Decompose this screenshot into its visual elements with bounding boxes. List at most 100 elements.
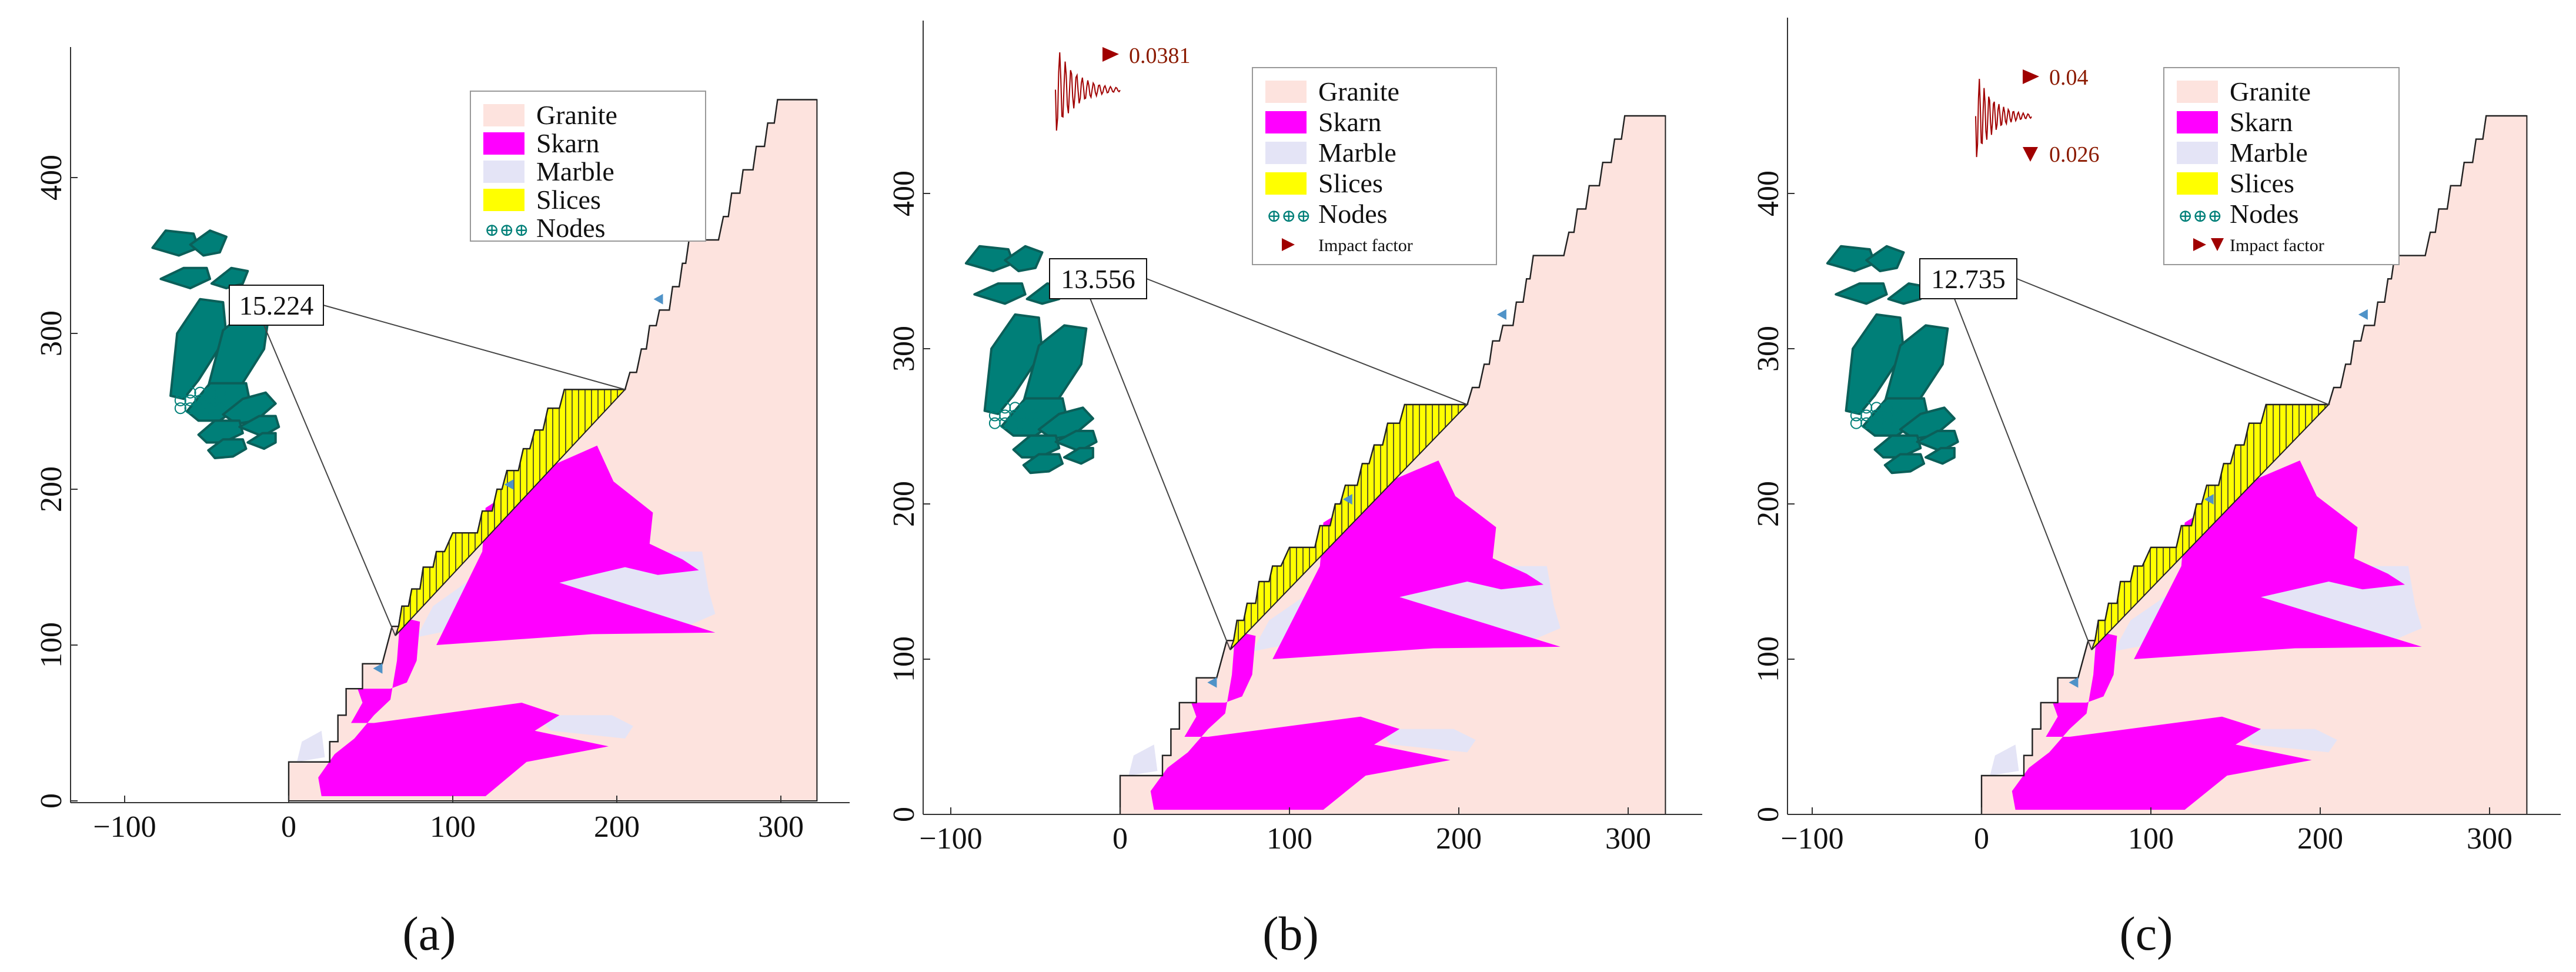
legend-label-skarn: Skarn bbox=[2230, 107, 2293, 137]
node-ring bbox=[1891, 402, 1903, 414]
impact-arrow-icon bbox=[2023, 69, 2039, 84]
x-tick-label: 0 bbox=[1974, 822, 1989, 856]
x-tick-label: 0 bbox=[1112, 822, 1128, 856]
nodes-cluster bbox=[964, 245, 1098, 475]
y-tick-label: 400 bbox=[1752, 171, 1785, 216]
legend-label-nodes: Nodes bbox=[1318, 199, 1388, 229]
y-tick-label: 200 bbox=[887, 481, 921, 527]
x-tick-label: 300 bbox=[1605, 822, 1651, 856]
marble-swatch bbox=[2177, 142, 2218, 164]
direction-marker-icon bbox=[2204, 494, 2214, 505]
legend-label-marble: Marble bbox=[536, 156, 614, 186]
node-blob bbox=[1022, 453, 1064, 475]
granite-swatch bbox=[2177, 81, 2218, 103]
nodes-symbol: ⊕⊕⊕ bbox=[485, 221, 529, 240]
node-ring bbox=[213, 386, 226, 399]
node-blob bbox=[1883, 453, 1926, 475]
impact-value-horizontal: 0.04 bbox=[2049, 65, 2089, 90]
y-tick-label: 100 bbox=[887, 636, 921, 682]
legend-label-granite: Granite bbox=[1318, 76, 1399, 106]
slip-line-lower bbox=[1949, 285, 2093, 650]
slope-outline bbox=[288, 99, 817, 801]
safety-factor-value: 12.735 bbox=[1931, 264, 2006, 294]
node-blob bbox=[1865, 245, 1905, 272]
impact-value: 0.0381 bbox=[1129, 44, 1191, 68]
granite-swatch bbox=[483, 104, 524, 126]
x-tick-label: −100 bbox=[1780, 822, 1843, 856]
marble-region bbox=[1374, 729, 1476, 753]
y-tick-label: 0 bbox=[35, 793, 68, 809]
skarn-swatch bbox=[2177, 111, 2218, 133]
slope-outline bbox=[1119, 115, 1666, 814]
x-tick-label: 100 bbox=[2128, 822, 2174, 856]
safety-factor-value: 15.224 bbox=[239, 290, 314, 320]
y-tick-label: 200 bbox=[1752, 481, 1785, 527]
slip-line-lower bbox=[1084, 285, 1231, 650]
panel-caption: (c) bbox=[2119, 907, 2173, 960]
panel-caption: (b) bbox=[1262, 907, 1319, 960]
node-ring bbox=[213, 402, 226, 415]
slip-line-upper bbox=[2016, 278, 2329, 405]
x-tick-label: 100 bbox=[1267, 822, 1312, 856]
impact-arrow-icon bbox=[1282, 238, 1295, 251]
node-ring bbox=[988, 417, 1001, 429]
node-ring bbox=[184, 386, 196, 399]
node-blob bbox=[210, 266, 249, 290]
impact-arrow-down-icon bbox=[2023, 147, 2038, 162]
marble-region bbox=[2236, 729, 2337, 753]
node-ring bbox=[1891, 409, 1903, 422]
direction-marker-icon bbox=[653, 293, 663, 305]
direction-marker-icon bbox=[1207, 677, 1217, 688]
y-tick-label: 0 bbox=[887, 807, 921, 822]
legend-label-slices: Slices bbox=[1318, 168, 1383, 198]
direction-marker-icon bbox=[504, 479, 514, 490]
slip-line-upper bbox=[323, 305, 626, 390]
skarn-region bbox=[2012, 631, 2312, 810]
legend-label-impact-factor: Impact factor bbox=[1318, 236, 1413, 255]
node-ring bbox=[1030, 409, 1041, 422]
node-ring bbox=[194, 402, 206, 415]
marble-region bbox=[534, 715, 633, 739]
y-tick-label: 200 bbox=[35, 466, 68, 512]
node-ring bbox=[1030, 417, 1041, 429]
legend-label-slices: Slices bbox=[2230, 168, 2294, 198]
node-ring bbox=[204, 394, 216, 406]
skarn-swatch bbox=[483, 132, 524, 155]
y-tick-label: 400 bbox=[887, 171, 921, 216]
nodes-symbol: ⊕⊕⊕ bbox=[2178, 206, 2222, 226]
node-blob bbox=[1873, 434, 1922, 459]
safety-factor-box bbox=[229, 285, 324, 326]
impact-arrow-down-icon bbox=[2211, 238, 2224, 251]
node-blob bbox=[973, 282, 1027, 305]
y-tick-label: 100 bbox=[1752, 636, 1785, 682]
node-ring bbox=[213, 394, 226, 406]
slope-outline bbox=[1980, 115, 2527, 814]
marble-swatch bbox=[1265, 142, 1307, 164]
node-blob bbox=[159, 266, 212, 290]
direction-marker-icon bbox=[373, 663, 383, 674]
node-ring bbox=[184, 394, 196, 406]
marble-swatch bbox=[483, 161, 524, 183]
y-tick-label: 300 bbox=[887, 326, 921, 372]
legend-label-skarn: Skarn bbox=[1318, 107, 1381, 137]
safety-factor-value: 13.556 bbox=[1061, 264, 1135, 294]
node-ring bbox=[1891, 417, 1903, 429]
direction-marker-icon bbox=[1342, 494, 1352, 505]
node-ring bbox=[184, 402, 196, 415]
y-tick-label: 100 bbox=[35, 622, 68, 668]
direction-marker-icon bbox=[2358, 309, 2368, 320]
y-tick-label: 300 bbox=[35, 310, 68, 356]
node-ring bbox=[194, 394, 206, 406]
legend-label-impact-factor: Impact factor bbox=[2230, 236, 2324, 255]
safety-factor-box bbox=[1049, 258, 1147, 299]
node-blob bbox=[197, 419, 244, 444]
node-blob bbox=[1925, 447, 1956, 465]
slices-swatch bbox=[2177, 172, 2218, 195]
skarn-region bbox=[1150, 631, 1451, 810]
node-ring bbox=[174, 394, 186, 406]
